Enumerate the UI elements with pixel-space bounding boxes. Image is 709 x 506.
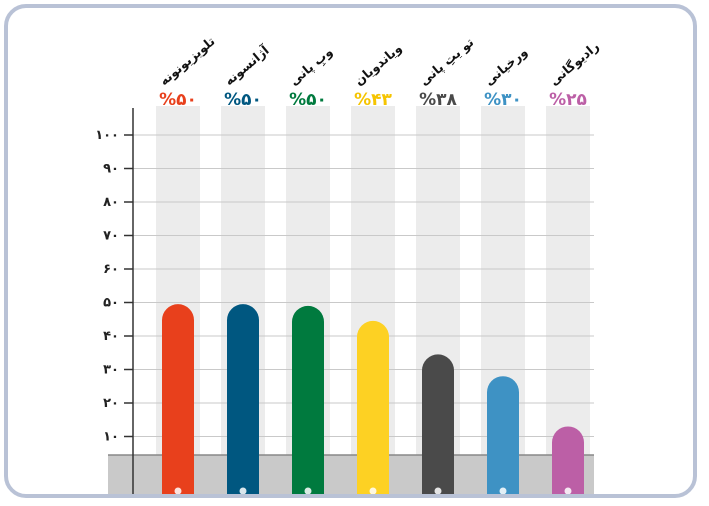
bar-dot xyxy=(499,487,507,494)
column-bg xyxy=(546,106,590,490)
value-label: %۴۳ xyxy=(354,90,392,110)
category-label: ویاندویان xyxy=(351,40,404,88)
y-tick-label: ۷۰ xyxy=(103,229,119,244)
bar xyxy=(422,354,454,494)
bar xyxy=(162,304,194,494)
value-label: %۵۰ xyxy=(159,90,197,110)
bar xyxy=(487,376,519,494)
bar-dot xyxy=(369,487,377,494)
bar xyxy=(292,305,324,494)
category-label: تو یتِ پانی xyxy=(416,34,476,88)
y-tick-label: ۸۰ xyxy=(103,195,119,210)
bar-dot xyxy=(434,487,442,494)
value-label: %۳۸ xyxy=(419,90,457,110)
chart-frame: ۱۰ ۲۰ ۳۰ ۴۰ ۵۰ ۶۰ ۷۰ ۸۰ ۹۰ ۱۰۰ %۵۰ تلویزیونونه %۵۰ آژ… xyxy=(4,4,697,498)
value-label: %۵۰ xyxy=(289,90,327,110)
category-label: تلویزیونونه xyxy=(156,33,217,88)
bar-dot xyxy=(239,487,247,494)
chart: ۱۰۲۰۳۰۴۰۵۰۶۰۷۰۸۰۹۰۱۰۰%۵۰تلویزیونونه%۵۰آژ… xyxy=(95,33,602,494)
y-tick-label: ۹۰ xyxy=(103,162,119,177)
category-label: آژانسونه xyxy=(221,42,272,88)
category-label: رادیوگانی xyxy=(546,38,601,88)
bar-dot xyxy=(564,487,572,494)
y-tick-label: ۵۰ xyxy=(103,296,119,311)
y-tick-label: ۱۰ xyxy=(103,430,119,445)
y-tick-label: ۶۰ xyxy=(103,262,119,277)
category-label: ورخیانی xyxy=(481,44,530,88)
value-label: %۲۵ xyxy=(549,90,587,110)
category-label: وبِ پانی xyxy=(286,44,336,90)
y-tick-label: ۱۰۰ xyxy=(95,128,119,143)
bar-dot xyxy=(174,487,182,494)
value-label: %۵۰ xyxy=(224,90,262,110)
bar-dot xyxy=(304,487,312,494)
y-tick-label: ۲۰ xyxy=(103,396,119,411)
bar xyxy=(357,320,389,494)
bar xyxy=(227,304,259,494)
y-tick-label: ۳۰ xyxy=(103,363,119,378)
bar xyxy=(552,426,584,494)
y-tick-label: ۴۰ xyxy=(103,329,119,344)
value-label: %۳۰ xyxy=(484,90,522,110)
